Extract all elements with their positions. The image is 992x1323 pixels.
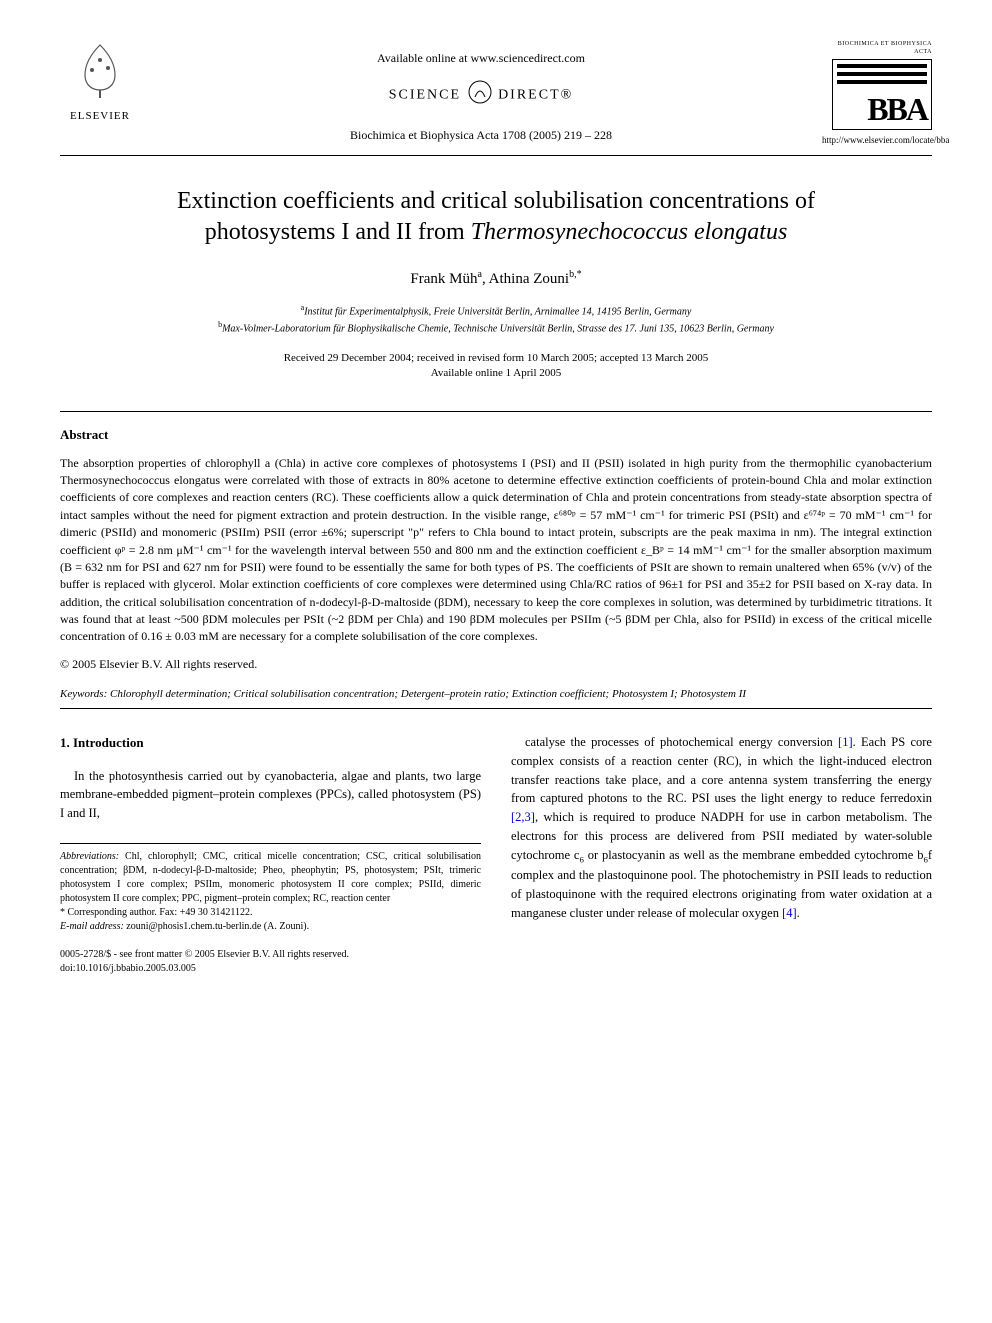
title-line1: Extinction coefficients and critical sol… (177, 188, 815, 214)
sd-text2: DIRECT® (498, 87, 573, 102)
bba-letters: BBA (837, 93, 927, 125)
science-direct-logo: SCIENCE DIRECT® (140, 79, 822, 112)
title-line2a: photosystems I and II from (205, 219, 471, 245)
cite-4[interactable]: [4] (782, 906, 797, 920)
sd-swirl-icon (467, 79, 493, 112)
email-line: E-mail address: zouni@phosis1.chem.tu-be… (60, 920, 481, 934)
title-species: Thermosynechococcus elongatus (471, 219, 788, 245)
keywords-label: Keywords: (60, 688, 107, 700)
bba-box: BBA (832, 59, 932, 130)
bba-url[interactable]: http://www.elsevier.com/locate/bba (822, 134, 932, 147)
bba-stripes-icon (837, 64, 927, 88)
abstract-heading: Abstract (60, 426, 932, 444)
footnotes-block: Abbreviations: Chl, chlorophyll; CMC, cr… (60, 843, 481, 934)
right-column: catalyse the processes of photochemical … (511, 733, 932, 976)
available-date: Available online 1 April 2005 (431, 367, 562, 379)
abstract-top-divider (60, 411, 932, 412)
abbreviations: Abbreviations: Chl, chlorophyll; CMC, cr… (60, 850, 481, 906)
keywords-line: Keywords: Chlorophyll determination; Cri… (60, 687, 932, 702)
keywords-text: Chlorophyll determination; Critical solu… (107, 688, 746, 700)
elsevier-text: ELSEVIER (60, 109, 140, 124)
bba-logo-block: BIOCHIMICA ET BIOPHYSICA ACTA BBA http:/… (822, 40, 932, 147)
issn-line: 0005-2728/$ - see front matter © 2005 El… (60, 948, 481, 962)
author-2-sup: b,* (569, 269, 582, 280)
author-1-sup: a (478, 269, 482, 280)
copyright: © 2005 Elsevier B.V. All rights reserved… (60, 656, 932, 673)
journal-reference: Biochimica et Biophysica Acta 1708 (2005… (140, 127, 822, 144)
header-divider (60, 155, 932, 156)
intro-heading: 1. Introduction (60, 733, 481, 753)
email-label: E-mail address: (60, 921, 124, 932)
article-dates: Received 29 December 2004; received in r… (60, 351, 932, 382)
bottom-meta: 0005-2728/$ - see front matter © 2005 El… (60, 948, 481, 976)
intro-left-para: In the photosynthesis carried out by cya… (60, 767, 481, 823)
affiliation-b: Max-Volmer-Laboratorium für Biophysikali… (222, 324, 774, 335)
intro-divider (60, 708, 932, 709)
bba-top-text: BIOCHIMICA ET BIOPHYSICA ACTA (822, 40, 932, 57)
cite-1[interactable]: [1] (838, 735, 853, 749)
elsevier-logo: ELSEVIER (60, 40, 140, 125)
authors: Frank Müha, Athina Zounib,* (60, 268, 932, 290)
article-title: Extinction coefficients and critical sol… (60, 186, 932, 248)
email-address[interactable]: zouni@phosis1.chem.tu-berlin.de (A. Zoun… (124, 921, 309, 932)
elsevier-tree-icon (70, 40, 130, 100)
available-online: Available online at www.sciencedirect.co… (140, 50, 822, 67)
cite-2-3[interactable]: [2,3] (511, 810, 535, 824)
received-date: Received 29 December 2004; received in r… (284, 352, 709, 364)
intro-right-para: catalyse the processes of photochemical … (511, 733, 932, 922)
header-row: ELSEVIER Available online at www.science… (60, 40, 932, 147)
sd-text1: SCIENCE (389, 87, 461, 102)
abbrev-text: Chl, chlorophyll; CMC, critical micelle … (60, 851, 481, 904)
doi-line: doi:10.1016/j.bbabio.2005.03.005 (60, 962, 481, 976)
left-column: 1. Introduction In the photosynthesis ca… (60, 733, 481, 976)
corresponding-author: * Corresponding author. Fax: +49 30 3142… (60, 906, 481, 920)
header-center: Available online at www.sciencedirect.co… (140, 40, 822, 144)
author-1: Frank Müh (410, 271, 477, 287)
author-2: Athina Zouni (489, 271, 569, 287)
affiliations: aInstitut für Experimentalphysik, Freie … (60, 302, 932, 337)
affiliation-a: Institut für Experimentalphysik, Freie U… (304, 306, 691, 317)
abstract-body: The absorption properties of chlorophyll… (60, 455, 932, 646)
abbrev-label: Abbreviations: (60, 851, 119, 862)
two-column-body: 1. Introduction In the photosynthesis ca… (60, 733, 932, 976)
